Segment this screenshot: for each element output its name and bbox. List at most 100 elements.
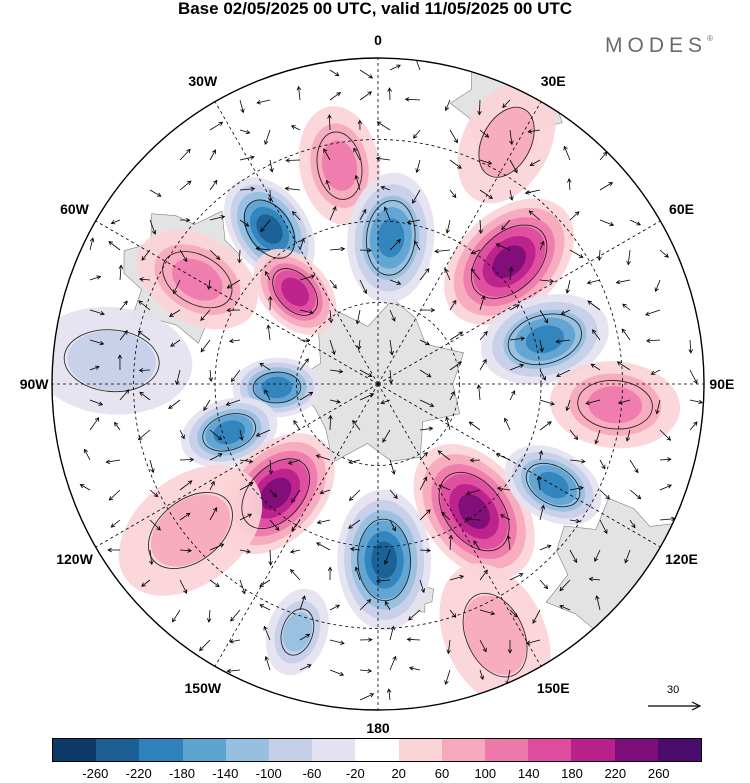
wind-vector [408,666,421,671]
wind-vector [650,369,661,375]
wind-vector [296,85,302,101]
legend-tick-label: 60 [434,766,450,781]
wind-vector [117,354,123,371]
wind-vector [354,566,361,581]
streamline-contour [202,413,257,452]
wind-vector [200,339,211,353]
wind-vector [268,459,274,475]
wind-vector [525,639,541,645]
wind-vector [434,248,451,254]
wind-vector [79,484,91,491]
wind-vector [239,129,251,135]
wind-vector [209,543,225,551]
wind-vector [206,279,212,291]
wind-vector [89,309,105,316]
legend-swatch [657,739,702,761]
wind-vector [404,97,421,102]
wind-vector [179,480,193,491]
longitude-label: 120W [56,551,93,568]
wind-vector [659,249,669,258]
wind-vector [479,129,490,138]
legend-tick-label: -20 [345,766,365,781]
wind-vector [586,279,601,285]
wind-vector [479,639,487,653]
wind-vector [284,186,301,191]
wind-vector [264,655,271,671]
wind-vector [149,189,162,197]
wind-vector [448,534,454,551]
longitude-label: 120E [665,551,698,568]
wind-vector [659,429,672,441]
streamline-contour [366,200,416,276]
wind-vector [567,178,572,191]
longitude-label: 90W [19,376,49,392]
wind-vector [688,339,693,354]
wind-vector [479,609,496,616]
wind-vector [446,639,451,655]
wind-vector [200,309,211,322]
wind-vector [419,509,431,521]
legend-tick-label: 220 [604,766,627,781]
wind-vector [449,129,458,144]
wind-vector [139,391,151,401]
wind-vector [149,519,161,531]
wind-vector [328,309,334,324]
wind-vector [110,219,121,225]
wind-vector [209,507,218,521]
wind-vector [468,421,481,431]
wind-vector [329,399,341,404]
wind-vector [348,459,361,465]
wind-vector [470,249,481,255]
wind-vector [689,399,704,405]
wind-vector [327,114,332,131]
anomaly-level [464,595,527,675]
positive-anomaly-cell [413,444,535,580]
wind-vector [149,549,154,566]
meridian-line [377,101,542,385]
wind-vector [539,544,552,551]
wind-vector [465,489,481,496]
wind-vector [149,489,159,498]
wind-vector [389,459,396,475]
wind-vector [206,609,212,623]
wind-vector [479,295,486,311]
wind-vector [255,429,271,437]
anomaly-level [458,494,490,529]
wind-vector [315,454,331,461]
wind-vector [316,519,331,525]
wind-vector [559,604,571,611]
wind-vector [449,331,464,341]
wind-vector [375,156,391,161]
wind-vector [509,304,520,311]
wind-vector [268,189,273,202]
arrow-right-icon [691,701,702,711]
anomaly-level [256,214,283,244]
wind-vector [168,399,181,410]
wind-vector [290,125,301,131]
wind-vector [110,519,121,528]
legend-tick-label: -220 [125,766,152,781]
wind-vector [319,489,331,495]
positive-anomaly-cell [439,563,551,707]
wind-vector [599,489,610,500]
legend-tick-label: 20 [391,766,406,781]
wind-vector [138,300,151,311]
wind-vector [527,129,541,134]
wind-vector [179,180,192,191]
wind-vector [239,219,250,227]
wind-vector [479,358,487,371]
wind-vector [659,484,673,491]
wind-vector [264,389,271,401]
legend-swatch [96,739,140,761]
wind-vector [327,566,333,581]
anomaly-level [478,107,535,177]
wind-vector [388,369,394,385]
wind-vector [444,669,451,685]
wind-vector [508,266,514,281]
wind-vector [449,390,455,401]
wind-vector [539,309,549,324]
wind-vector [348,519,361,529]
wind-vector [569,429,579,441]
wind-vector [329,92,341,101]
wind-vector [239,429,244,441]
